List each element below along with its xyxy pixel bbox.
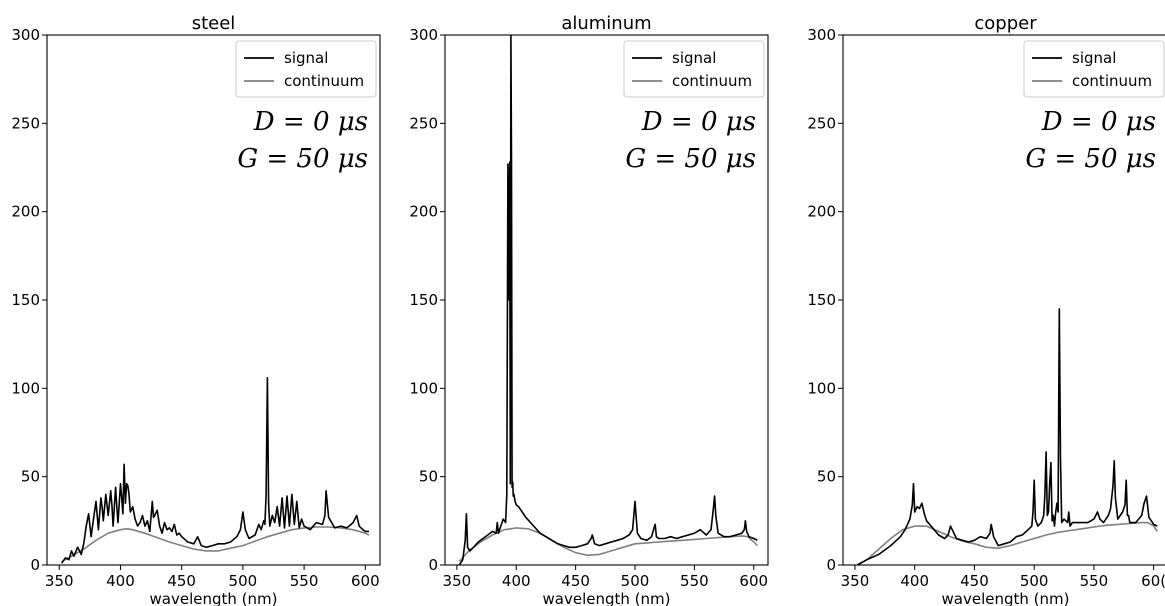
series-line-continuum [61,526,370,563]
y-tick-label: 250 [409,114,438,132]
series-line-continuum [856,521,1158,565]
x-tick-label: 550 [680,572,709,590]
x-tick-label: 500 [229,572,258,590]
x-tick-label: 400 [900,572,929,590]
y-tick-label: 300 [409,26,438,44]
y-tick-label: 200 [409,203,438,221]
legend-label-continuum: continuum [1072,72,1152,90]
x-tick-label: 350 [841,572,870,590]
legend-box [623,40,765,98]
y-tick-label: 300 [11,26,40,44]
x-tick-label: 400 [502,572,531,590]
x-axis-label: wavelength (nm) [942,590,1070,606]
legend-label-signal: signal [1072,49,1116,67]
legend-box [235,40,377,98]
annotation-line: D = 0 μs [1041,107,1156,137]
x-tick-label: 450 [960,572,989,590]
x-tick-label: 450 [561,572,590,590]
chart-title: copper [974,13,1037,34]
legend: signal continuum [623,40,765,98]
legend-label-signal: signal [672,49,716,67]
x-tick-label: 500 [621,572,650,590]
y-tick-label: 150 [807,291,836,309]
series-line-signal [61,376,369,564]
y-tick-label: 50 [817,468,836,486]
x-tick-label: 60( [1141,572,1165,590]
legend-box [1023,40,1165,98]
y-tick-label: 150 [409,291,438,309]
legend: signal continuum [235,40,377,98]
series-line-signal [458,35,758,565]
x-tick-label: 400 [106,572,135,590]
legend-label-signal: signal [284,49,328,67]
annotation-line: G = 50 μs [237,144,368,174]
y-tick-label: 100 [409,379,438,397]
legend-label-continuum: continuum [672,72,752,90]
x-tick-label: 600 [351,572,380,590]
x-tick-label: 500 [1020,572,1049,590]
chart-panel-copper: 0 50 100 150 200 250 300 350 400 450 500 550 60( copp… [807,13,1165,606]
x-axis-label: wavelength (nm) [543,590,671,606]
annotation-line: G = 50 μs [625,144,756,174]
y-tick-label: 50 [419,468,438,486]
x-tick-label: 550 [1080,572,1109,590]
chart-panel-steel: 0 50 100 150 200 250 300 350 400 450 500 550 600 stee… [11,13,381,606]
y-tick-label: 200 [11,203,40,221]
y-tick-label: 100 [807,379,836,397]
chart-panel-aluminum: 0 50 100 150 200 250 300 350 400 450 500 550 600 alum… [409,13,769,606]
y-tick-label: 100 [11,379,40,397]
annotation-line: D = 0 μs [253,107,368,137]
legend: signal continuum [1023,40,1165,98]
y-tick-label: 300 [807,26,836,44]
x-axis-label: wavelength (nm) [150,590,278,606]
legend-label-continuum: continuum [284,72,364,90]
x-tick-label: 350 [443,572,472,590]
x-tick-label: 450 [167,572,196,590]
y-tick-label: 200 [807,203,836,221]
y-tick-label: 0 [30,556,40,574]
chart-title: aluminum [561,13,651,34]
x-tick-label: 600 [739,572,768,590]
annotation-line: D = 0 μs [641,107,756,137]
series-line-continuum [458,527,758,563]
y-tick-label: 0 [826,556,836,574]
y-tick-label: 0 [428,556,438,574]
y-tick-label: 250 [11,114,40,132]
x-tick-label: 550 [290,572,319,590]
y-tick-label: 50 [21,468,40,486]
y-tick-label: 150 [11,291,40,309]
series-line-signal [856,307,1158,565]
chart-title: steel [192,13,236,34]
annotation-line: G = 50 μs [1025,144,1156,174]
y-tick-label: 250 [807,114,836,132]
x-tick-label: 350 [45,572,74,590]
